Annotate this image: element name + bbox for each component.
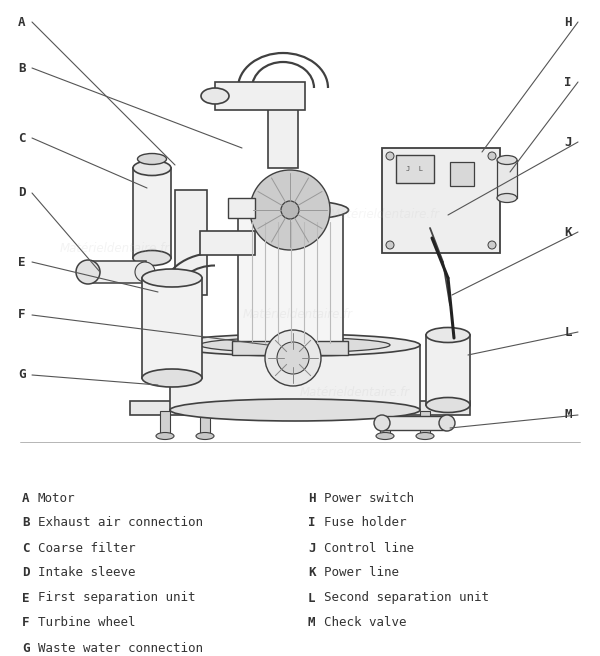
- Ellipse shape: [135, 262, 155, 282]
- Circle shape: [386, 152, 394, 160]
- Ellipse shape: [497, 155, 517, 165]
- Ellipse shape: [76, 260, 100, 284]
- Bar: [382, 148, 500, 253]
- Text: A: A: [18, 16, 26, 28]
- Text: J: J: [564, 136, 572, 148]
- Ellipse shape: [196, 432, 214, 440]
- Text: A: A: [22, 491, 29, 504]
- Ellipse shape: [426, 327, 470, 342]
- Bar: [200, 411, 210, 433]
- Text: Check valve: Check valve: [324, 617, 407, 630]
- Text: H: H: [564, 16, 572, 28]
- Bar: [200, 231, 255, 255]
- Text: D: D: [18, 186, 26, 199]
- Bar: [238, 210, 343, 345]
- Text: Waste water connection: Waste water connection: [38, 642, 203, 655]
- Bar: [232, 341, 348, 355]
- Bar: [382, 416, 447, 430]
- Text: C: C: [18, 131, 26, 144]
- Bar: [450, 162, 474, 186]
- Text: Matérieldentaire.fr: Matérieldentaire.fr: [300, 386, 410, 398]
- Text: G: G: [22, 642, 29, 655]
- Text: Turbine wheel: Turbine wheel: [38, 617, 136, 630]
- Text: Fuse holder: Fuse holder: [324, 516, 407, 529]
- Bar: [420, 411, 430, 433]
- Text: M: M: [564, 409, 572, 422]
- Text: L: L: [564, 325, 572, 338]
- Bar: [142, 278, 202, 378]
- Text: Power line: Power line: [324, 567, 399, 579]
- Ellipse shape: [268, 94, 298, 106]
- Bar: [170, 345, 420, 410]
- Text: I: I: [564, 75, 572, 89]
- Bar: [88, 261, 146, 283]
- Ellipse shape: [133, 251, 171, 266]
- Ellipse shape: [439, 415, 455, 431]
- Text: Coarse filter: Coarse filter: [38, 541, 136, 554]
- Ellipse shape: [156, 432, 174, 440]
- Bar: [426, 335, 470, 405]
- Bar: [133, 168, 171, 258]
- Bar: [497, 160, 517, 198]
- Text: J: J: [308, 541, 316, 554]
- Bar: [175, 190, 207, 295]
- Ellipse shape: [416, 432, 434, 440]
- Ellipse shape: [200, 337, 390, 352]
- Circle shape: [281, 201, 299, 219]
- Text: Matérieldentaire.fr: Matérieldentaire.fr: [60, 241, 170, 255]
- Bar: [268, 100, 298, 168]
- Circle shape: [488, 241, 496, 249]
- Text: Matérieldentaire.fr: Matérieldentaire.fr: [330, 209, 440, 222]
- Circle shape: [277, 342, 309, 374]
- Bar: [160, 411, 170, 433]
- Text: Power switch: Power switch: [324, 491, 414, 504]
- Text: J  L: J L: [407, 166, 424, 172]
- Ellipse shape: [170, 399, 420, 421]
- Ellipse shape: [142, 369, 202, 387]
- Bar: [380, 411, 390, 433]
- Text: I: I: [308, 516, 316, 529]
- Text: C: C: [22, 541, 29, 554]
- Circle shape: [386, 241, 394, 249]
- Text: L: L: [308, 592, 316, 604]
- Ellipse shape: [426, 398, 470, 413]
- Bar: [228, 198, 255, 218]
- Text: M: M: [308, 617, 316, 630]
- Circle shape: [488, 152, 496, 160]
- Bar: [396, 155, 434, 183]
- Text: K: K: [564, 226, 572, 239]
- Text: E: E: [22, 592, 29, 604]
- Text: B: B: [22, 516, 29, 529]
- Ellipse shape: [137, 154, 167, 165]
- Text: H: H: [308, 491, 316, 504]
- Text: Motor: Motor: [38, 491, 76, 504]
- Text: F: F: [22, 617, 29, 630]
- Bar: [215, 82, 305, 110]
- Text: E: E: [18, 255, 26, 268]
- Text: D: D: [22, 567, 29, 579]
- Text: Intake sleeve: Intake sleeve: [38, 567, 136, 579]
- Text: B: B: [18, 62, 26, 75]
- Ellipse shape: [374, 415, 390, 431]
- Text: Exhaust air connection: Exhaust air connection: [38, 516, 203, 529]
- Text: Matérieldentaire.fr: Matérieldentaire.fr: [243, 308, 353, 321]
- Ellipse shape: [201, 88, 229, 104]
- Text: K: K: [308, 567, 316, 579]
- Ellipse shape: [497, 194, 517, 203]
- Circle shape: [250, 170, 330, 250]
- Bar: [130, 401, 470, 415]
- Ellipse shape: [133, 161, 171, 176]
- Ellipse shape: [376, 432, 394, 440]
- Text: Second separation unit: Second separation unit: [324, 592, 489, 604]
- Ellipse shape: [142, 269, 202, 287]
- Circle shape: [265, 330, 321, 386]
- Text: Control line: Control line: [324, 541, 414, 554]
- Text: First separation unit: First separation unit: [38, 592, 196, 604]
- Ellipse shape: [232, 200, 349, 220]
- Text: F: F: [18, 308, 26, 321]
- Ellipse shape: [170, 334, 420, 356]
- Text: G: G: [18, 369, 26, 382]
